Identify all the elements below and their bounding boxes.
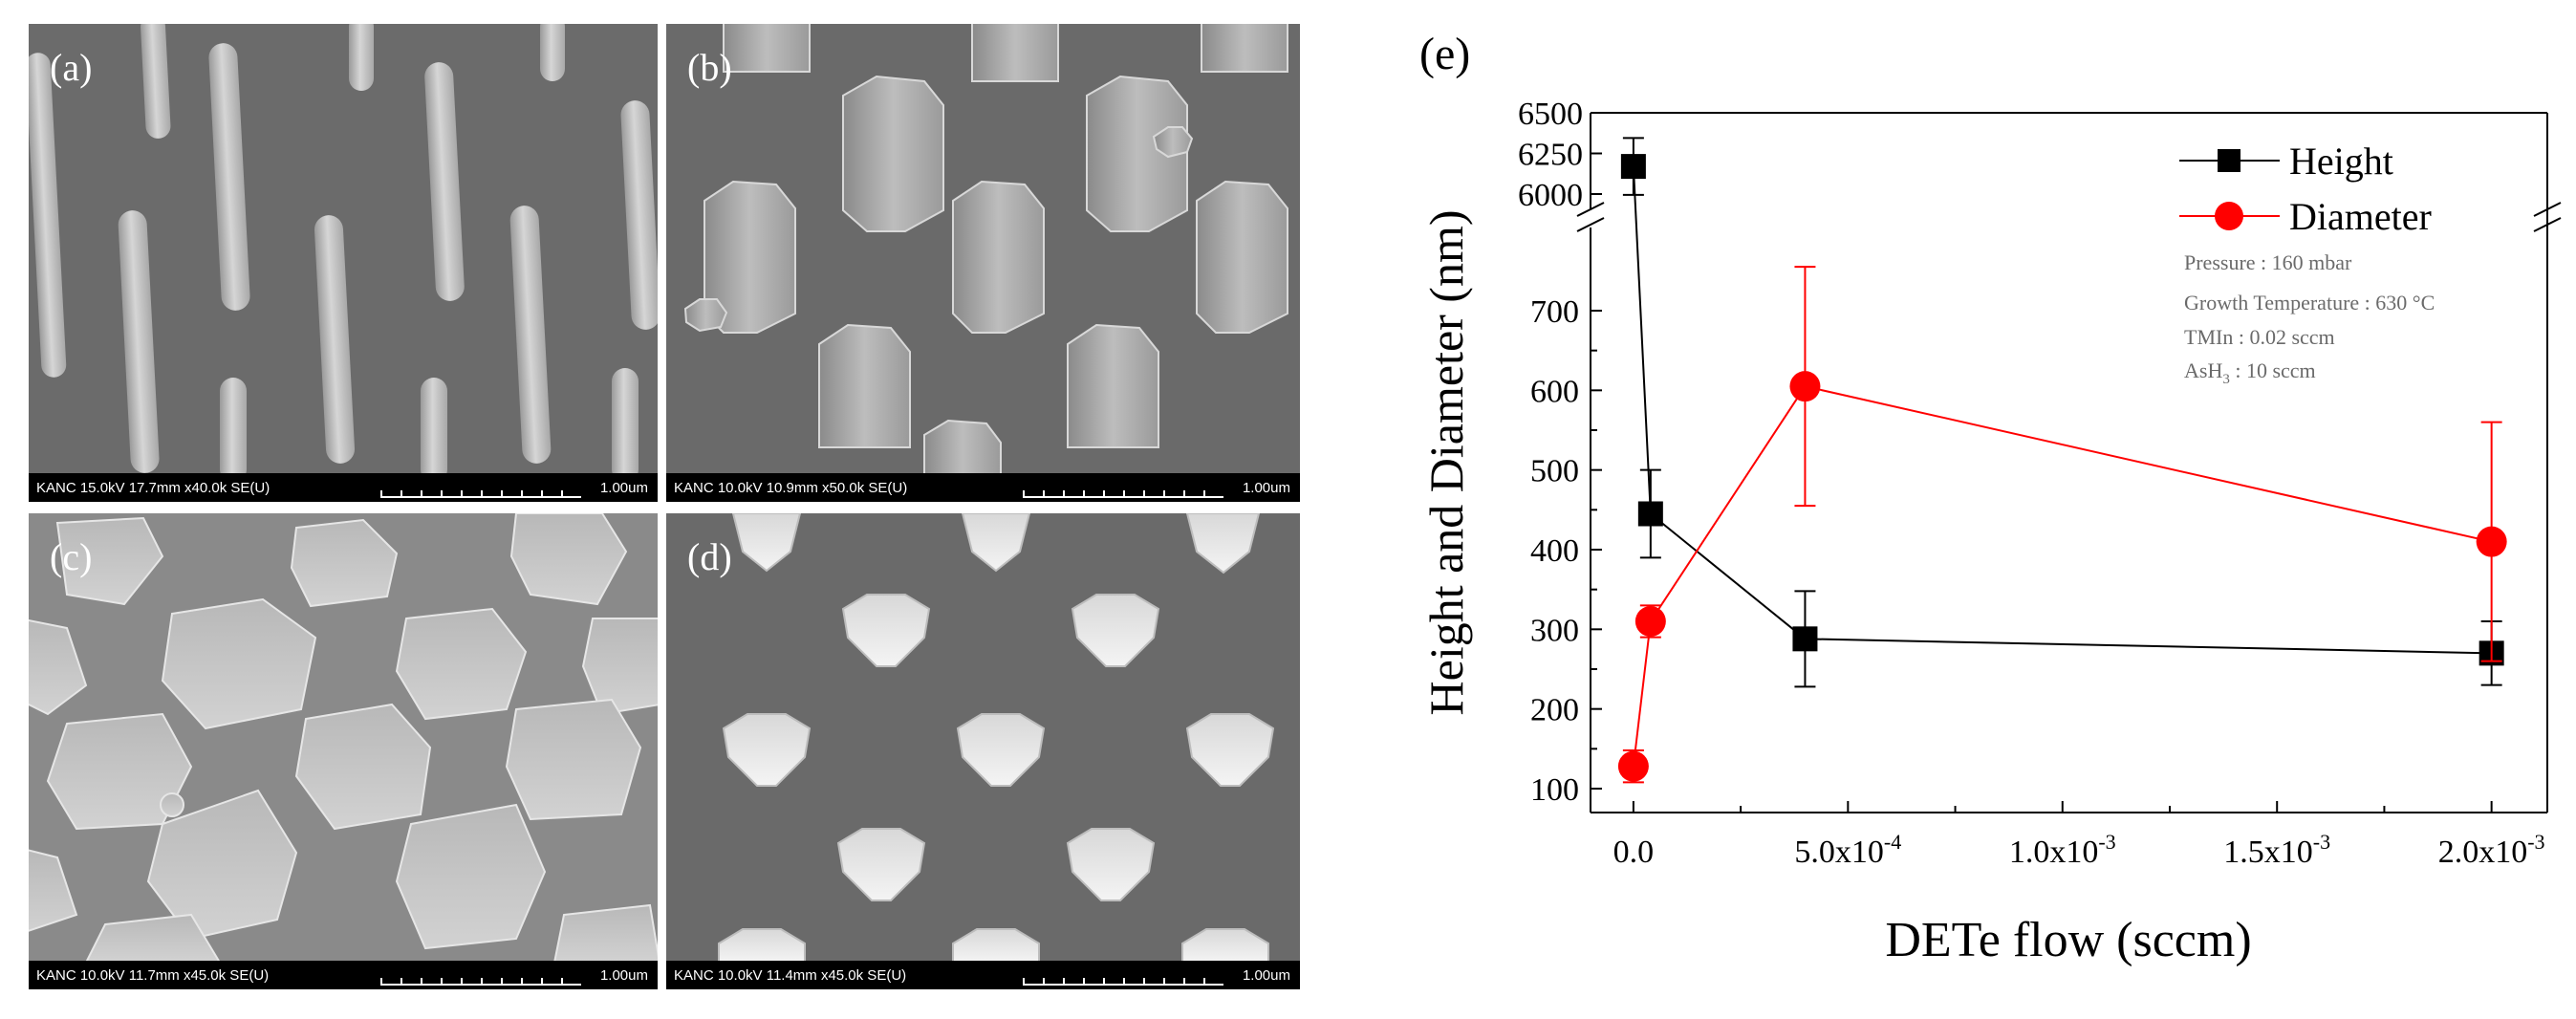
data-point bbox=[1634, 606, 1666, 637]
sem-info-bar: KANC 10.0kV 11.4mm x45.0k SE(U) 1.00um bbox=[666, 961, 1300, 989]
sem-info-text: KANC 15.0kV 17.7mm x40.0k SE(U) bbox=[36, 480, 271, 496]
legend: Height Diameter bbox=[2179, 140, 2432, 238]
legend-height-label: Height bbox=[2289, 140, 2393, 183]
chart-panel-label: (e) bbox=[1419, 29, 1470, 79]
x-tick-exponent: -4 bbox=[1884, 830, 1901, 854]
x-tick-label: 5.0x10-4 bbox=[1794, 830, 1901, 870]
sem-image-grid: (a) KANC 15.0kV 17.7mm x40.0k SE(U) 1.00… bbox=[29, 24, 1300, 989]
sem-panel-b: (b) KANC 10.0kV 10.9mm x50.0k SE(U) 1.00… bbox=[666, 24, 1300, 502]
sem-panel-a: (a) KANC 15.0kV 17.7mm x40.0k SE(U) 1.00… bbox=[29, 24, 658, 502]
annotation-tmin: TMIn : 0.02 sccm bbox=[2184, 325, 2335, 349]
sem-panel-d: (d) KANC 10.0kV 11.4mm x45.0k SE(U) 1.00… bbox=[666, 513, 1300, 989]
chart-svg: (e) 6000 6250 6500 100 200 300 400 500 600 700 0… bbox=[1419, 29, 2562, 967]
sem-info-text: KANC 10.0kV 11.7mm x45.0k SE(U) bbox=[36, 967, 270, 984]
annotation-pressure: Pressure : 160 mbar bbox=[2184, 250, 2352, 274]
y-tick-label: 400 bbox=[1530, 533, 1579, 569]
axis-break-right-1 bbox=[2533, 202, 2562, 217]
scale-label: 1.00um bbox=[599, 967, 648, 984]
faceted-islands-image bbox=[29, 513, 658, 961]
pyramidal-islands-image bbox=[666, 513, 1300, 961]
hexagonal-pillars-image bbox=[666, 24, 1300, 473]
scale-label: 1.00um bbox=[599, 480, 648, 496]
annotation-ash3: AsH3 : 10 sccm bbox=[2184, 358, 2316, 387]
series-layer bbox=[1617, 137, 2507, 784]
x-tick-label: 1.5x10-3 bbox=[2223, 830, 2330, 870]
scale-ticks bbox=[1023, 490, 1223, 498]
sem-info-bar: KANC 15.0kV 17.7mm x40.0k SE(U) 1.00um bbox=[29, 473, 658, 502]
series-line bbox=[1632, 166, 2492, 655]
x-tick-exponent: -3 bbox=[2527, 830, 2544, 854]
y-tick-label: 200 bbox=[1530, 693, 1579, 728]
legend-height-marker bbox=[2218, 149, 2240, 172]
x-tick-exponent: -3 bbox=[2313, 830, 2330, 854]
y-lower-ticks: 100 200 300 400 500 600 700 bbox=[1530, 294, 1602, 808]
y-axis-label: Height and Diameter (nm) bbox=[1419, 210, 1473, 716]
data-point bbox=[1792, 626, 1818, 652]
scale-label: 1.00um bbox=[1242, 480, 1290, 496]
series-diameter bbox=[1617, 266, 2507, 784]
y-tick-label: 500 bbox=[1530, 454, 1579, 489]
scale-ticks bbox=[1023, 978, 1223, 986]
axis-break-left-1 bbox=[1576, 202, 1605, 217]
plot-frame bbox=[1590, 112, 2548, 813]
x-tick-exponent: -3 bbox=[2098, 830, 2115, 854]
panel-label: (b) bbox=[687, 46, 732, 89]
panel-label: (d) bbox=[687, 535, 732, 578]
y-tick-label: 700 bbox=[1530, 294, 1579, 330]
legend-diameter-label: Diameter bbox=[2289, 195, 2432, 238]
panel-label: (c) bbox=[50, 535, 93, 578]
data-point bbox=[2476, 526, 2507, 557]
scale-ticks bbox=[380, 490, 581, 498]
sem-info-text: KANC 10.0kV 10.9mm x50.0k SE(U) bbox=[674, 480, 908, 496]
annotation-ash3-subscript: 3 bbox=[2222, 372, 2230, 387]
series-line bbox=[1632, 385, 2492, 767]
data-point bbox=[1789, 371, 1821, 402]
scale-ticks bbox=[380, 978, 581, 986]
chart-e: (e) 6000 6250 6500 100 200 300 400 500 600 700 0… bbox=[1338, 0, 2576, 1014]
data-point bbox=[1637, 501, 1663, 527]
annotation-ash3-main: AsH bbox=[2184, 358, 2222, 382]
x-ticks: 0.0 5.0x10-4 1.0x10-3 1.5x10-3 2.0x10-3 bbox=[1613, 801, 2545, 870]
y-tick-label: 6250 bbox=[1518, 138, 1583, 173]
axis-break-left-2 bbox=[1576, 217, 1605, 232]
nanowire-pillars-image bbox=[29, 24, 658, 473]
x-axis-label: DETe flow (sccm) bbox=[1885, 913, 2251, 967]
panel-label: (a) bbox=[50, 46, 93, 89]
x-tick-label: 1.0x10-3 bbox=[2009, 830, 2116, 870]
y-tick-label: 6500 bbox=[1518, 97, 1583, 132]
growth-conditions: Pressure : 160 mbar Growth Temperature :… bbox=[2184, 250, 2435, 387]
axis-break-right-2 bbox=[2533, 217, 2562, 232]
sem-info-bar: KANC 10.0kV 11.7mm x45.0k SE(U) 1.00um bbox=[29, 961, 658, 989]
annotation-ash3-rest: : 10 sccm bbox=[2230, 358, 2316, 382]
scale-label: 1.00um bbox=[1242, 967, 1290, 984]
data-point bbox=[1617, 750, 1649, 782]
axis-break-marks bbox=[1576, 202, 2562, 232]
x-tick-label: 2.0x10-3 bbox=[2438, 830, 2545, 870]
y-tick-label: 300 bbox=[1530, 613, 1579, 648]
y-upper-ticks: 6000 6250 6500 bbox=[1518, 97, 1602, 213]
y-tick-label: 100 bbox=[1530, 772, 1579, 808]
data-point bbox=[1620, 154, 1646, 180]
annotation-temperature: Growth Temperature : 630 °C bbox=[2184, 291, 2435, 314]
y-tick-label: 600 bbox=[1530, 374, 1579, 409]
sem-info-text: KANC 10.0kV 11.4mm x45.0k SE(U) bbox=[674, 967, 907, 984]
y-tick-label: 6000 bbox=[1518, 178, 1583, 213]
sem-info-bar: KANC 10.0kV 10.9mm x50.0k SE(U) 1.00um bbox=[666, 473, 1300, 502]
sem-panel-c: (c) KANC 10.0kV 11.7mm x45.0k SE(U) 1.00… bbox=[29, 513, 658, 989]
legend-diameter-marker bbox=[2215, 202, 2243, 230]
x-tick-label: 0.0 bbox=[1613, 835, 1655, 870]
